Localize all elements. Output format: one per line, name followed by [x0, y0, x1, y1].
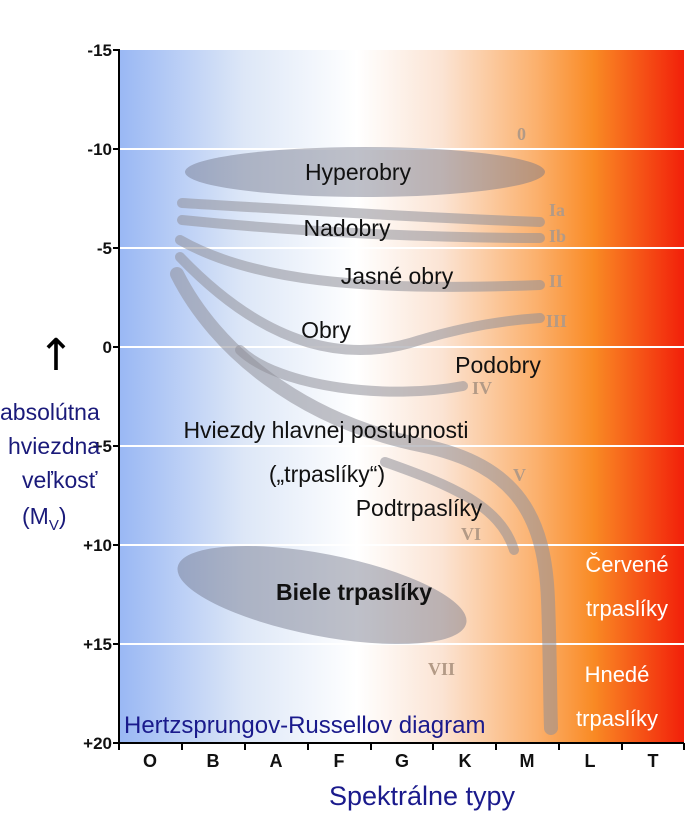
band-ia — [177, 198, 545, 227]
lumclass-label: VI — [461, 524, 481, 544]
lumclass-label: 0 — [517, 124, 526, 144]
lumclass-label: II — [549, 271, 563, 291]
biele-trpasliky-region — [177, 545, 467, 645]
label-jasne-obry: Jasné obry — [341, 263, 454, 289]
x-tick-label: F — [334, 751, 345, 771]
lumclass-label: Ia — [549, 200, 565, 220]
label-hyperobry: Hyperobry — [305, 159, 412, 185]
label-hlavna-postupnost: Hviezdy hlavnej postupnosti — [183, 417, 468, 443]
label-hnede-trpasliky-2: trpaslíky — [576, 706, 658, 731]
y-axis-label-line: hviezdna — [8, 433, 100, 459]
label-nadobry: Nadobry — [304, 215, 391, 241]
lumclass-label: VII — [428, 659, 455, 679]
band-iii — [175, 252, 545, 356]
y-tick-label: +20 — [83, 734, 112, 753]
lumclass-label: Ib — [549, 226, 566, 246]
y-axis-label-symbol: (MV) — [22, 503, 67, 534]
diagram-title: Hertzsprungov-Russellov diagram — [124, 712, 485, 739]
label-cervene-trpasliky-1: Červené — [585, 552, 668, 577]
x-axis-ticks — [118, 743, 685, 750]
label-cervene-trpasliky-2: trpaslíky — [586, 596, 668, 621]
band-ib — [177, 215, 545, 243]
y-axis-label-line: absolútna — [0, 399, 100, 425]
band-vi — [380, 457, 519, 555]
y-tick-label: -10 — [87, 140, 112, 159]
y-tick-label: -15 — [87, 41, 112, 60]
x-tick-label: L — [585, 751, 596, 771]
luminosity-class-labels: 0 Ia Ib II III IV V VI VII — [428, 124, 567, 679]
label-trpasliky: („trpaslíky“) — [269, 461, 385, 487]
up-arrow-icon: ↑ — [38, 330, 75, 381]
x-tick-label: M — [520, 751, 535, 771]
x-tick-label: O — [143, 751, 157, 771]
y-tick-label: 0 — [103, 338, 112, 357]
label-podobry: Podobry — [455, 352, 541, 378]
x-tick-label: B — [207, 751, 220, 771]
label-obry: Obry — [301, 317, 351, 343]
y-tick-labels: -15 -10 -5 0 +5 +10 +15 +20 — [83, 41, 112, 753]
x-tick-label: A — [270, 751, 283, 771]
lumclass-label: IV — [472, 378, 492, 398]
x-tick-label: K — [459, 751, 472, 771]
region-labels: Hyperobry Nadobry Jasné obry Obry Podobr… — [183, 159, 668, 731]
y-tick-label: +15 — [83, 635, 112, 654]
lumclass-label: V — [513, 465, 526, 485]
y-axis-ticks — [113, 49, 120, 744]
y-axis-label-line: veľkosť — [22, 467, 98, 493]
luminosity-bands — [170, 198, 558, 735]
label-hnede-trpasliky-1: Hnedé — [585, 662, 650, 687]
x-tick-labels: O B A F G K M L T — [143, 751, 659, 771]
band-ii — [175, 235, 545, 292]
band-v — [170, 267, 558, 735]
label-biele-trpasliky: Biele trpaslíky — [276, 579, 432, 605]
x-axis-label: Spektrálne typy — [329, 781, 516, 811]
x-tick-label: G — [395, 751, 409, 771]
hyperobry-region — [185, 147, 545, 197]
lumclass-label: III — [546, 311, 567, 331]
y-tick-label: +10 — [83, 536, 112, 555]
y-axis-label: ↑ absolútna hviezdna veľkosť (MV) — [0, 330, 100, 534]
label-podtrpasliky: Podtrpaslíky — [356, 495, 483, 521]
y-tick-label: -5 — [97, 239, 112, 258]
y-tick-label: +5 — [93, 437, 112, 456]
x-tick-label: T — [648, 751, 659, 771]
